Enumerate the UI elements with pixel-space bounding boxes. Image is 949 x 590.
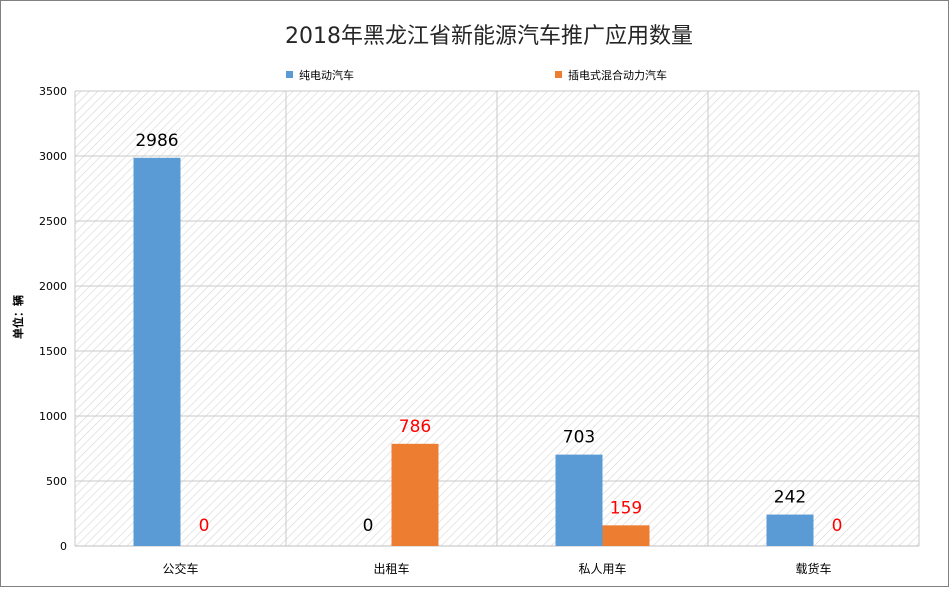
x-tick-label: 出租车	[373, 561, 409, 576]
data-label: 0	[832, 516, 843, 536]
chart-title: 2018年黑龙江省新能源汽车推广应用数量	[285, 24, 693, 49]
data-label: 703	[563, 428, 595, 448]
y-tick-label: 1000	[39, 410, 67, 423]
plot-area: 0 500 1000 1500 2000 2500 3000 3500 公交车 2986 0 出租车 0…	[39, 85, 920, 576]
y-tick-label: 2500	[39, 215, 67, 228]
bar-ev	[555, 454, 603, 546]
data-label: 0	[363, 516, 374, 536]
x-tick-label: 私人用车	[578, 561, 626, 576]
legend: 纯电动汽车 插电式混合动力汽车	[286, 68, 667, 82]
bar-phev	[391, 443, 439, 546]
data-label: 242	[774, 488, 806, 508]
bar-ev	[133, 157, 181, 546]
y-tick-label: 3500	[39, 85, 67, 98]
y-tick-label: 500	[46, 475, 67, 488]
y-tick-label: 1500	[39, 345, 67, 358]
data-label: 2986	[135, 131, 178, 151]
legend-label: 纯电动汽车	[299, 68, 354, 82]
data-label: 159	[610, 498, 642, 518]
legend-label: 插电式混合动力汽车	[568, 68, 667, 82]
x-tick-label: 载货车	[795, 561, 831, 576]
bar-ev	[766, 514, 814, 546]
y-axis-label: 单位：辆	[11, 295, 25, 339]
y-tick-label: 2000	[39, 280, 67, 293]
y-tick-label: 3000	[39, 150, 67, 163]
y-tick-label: 0	[60, 540, 67, 553]
bar-phev	[602, 525, 650, 546]
data-label: 786	[399, 417, 431, 437]
legend-swatch	[286, 71, 293, 78]
data-label: 0	[199, 516, 210, 536]
legend-swatch	[555, 71, 562, 78]
x-tick-label: 公交车	[162, 561, 198, 576]
